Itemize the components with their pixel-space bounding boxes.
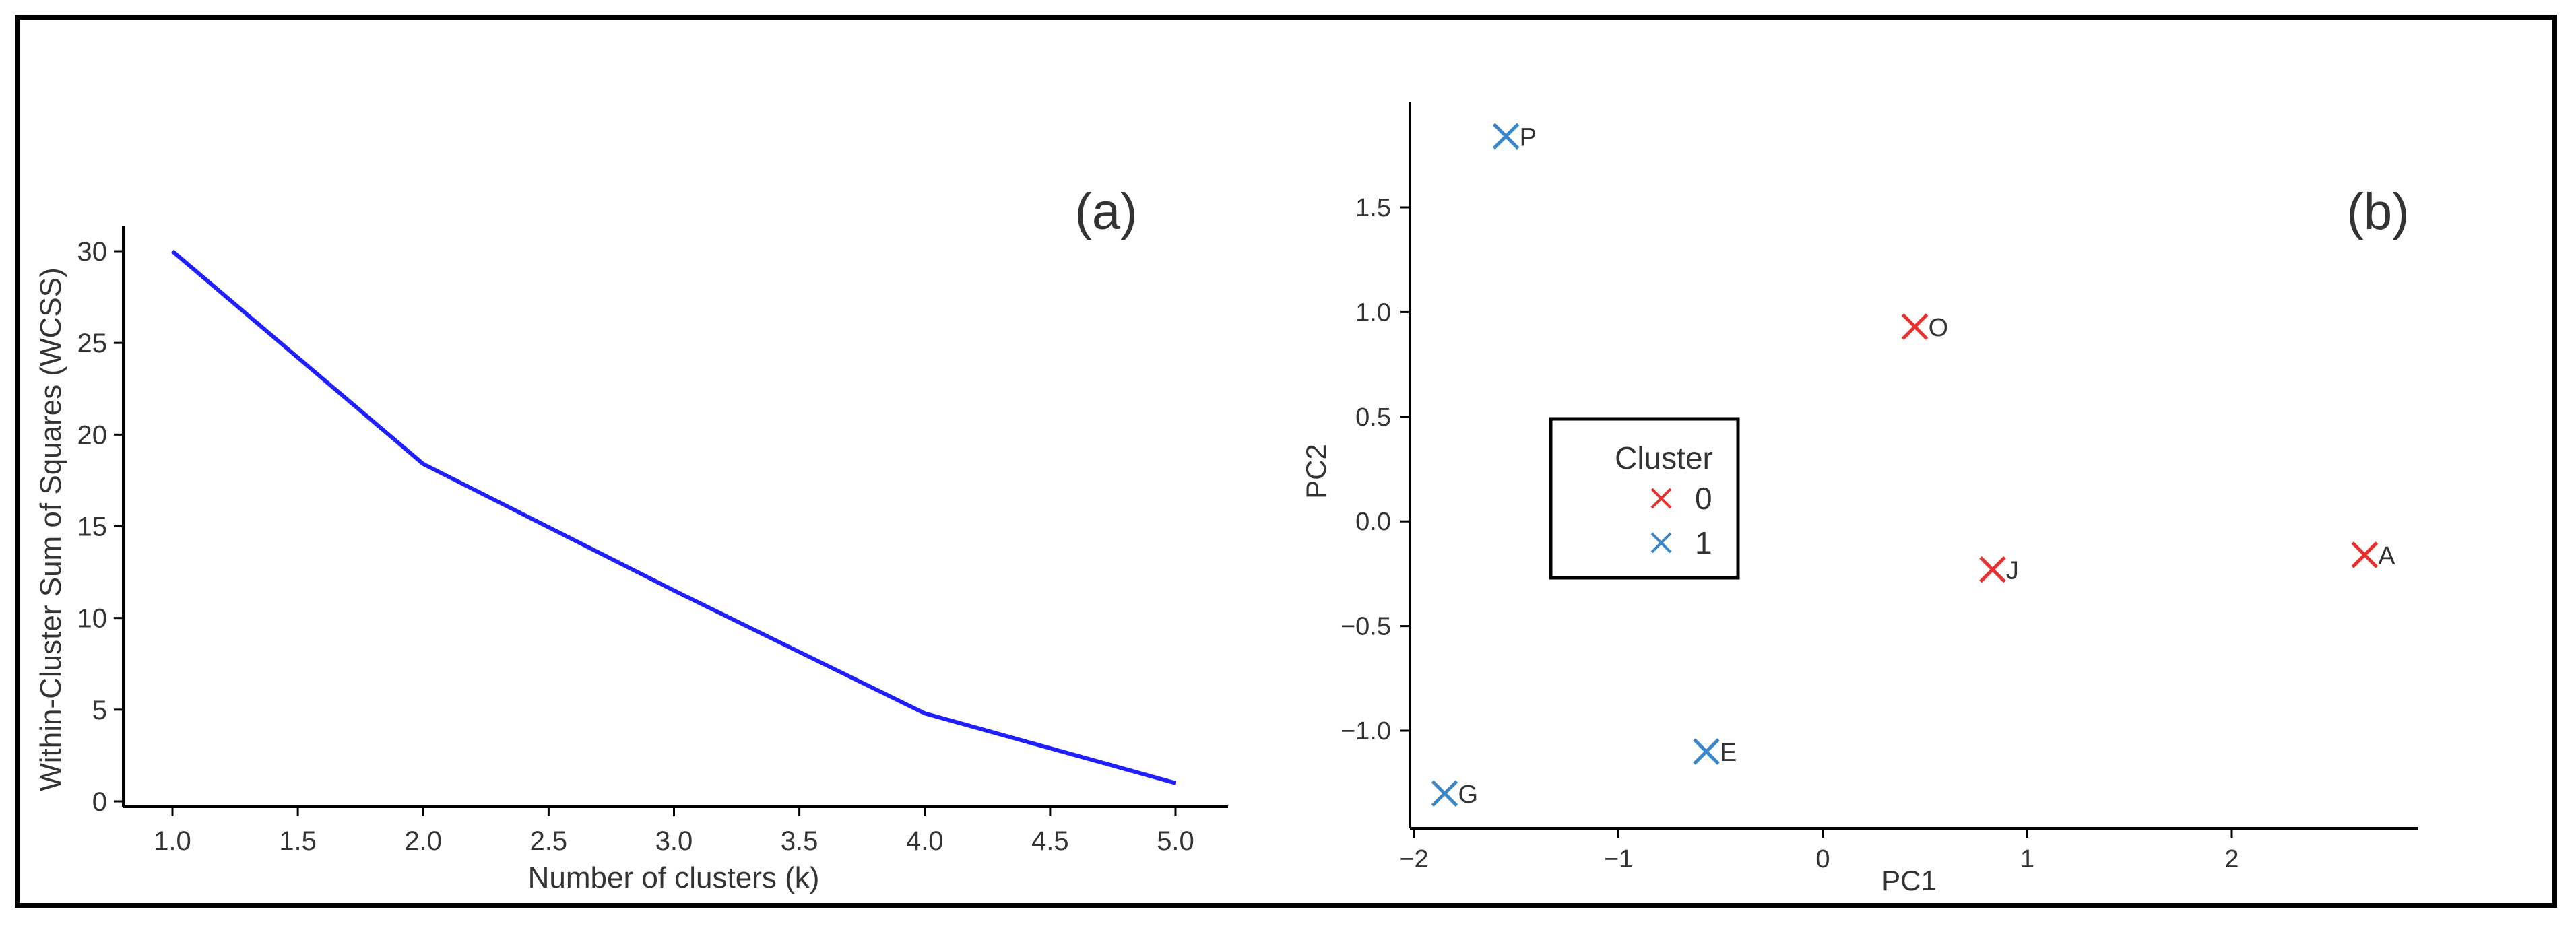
x-marker-icon	[1979, 556, 2006, 583]
panel-b-x-tick-label: 2	[2224, 845, 2239, 873]
scatter-point-p: P	[1492, 123, 1537, 152]
panel-a-x-tick-label: 4.0	[906, 826, 944, 856]
panel-a-y-tick-label: 25	[77, 329, 108, 358]
panel-a-elbow-chart: (a) Number of clusters (k) Within-Cluste…	[34, 183, 1228, 894]
panel-a-y-axis-label: Within-Cluster Sum of Squares (WCSS)	[34, 267, 67, 791]
figure-frame	[15, 15, 2557, 908]
panel-a-y-tick-label: 5	[92, 696, 107, 725]
panel-b-x-tick-label: 1	[2020, 845, 2034, 873]
panel-a-label: (a)	[1075, 183, 1138, 240]
legend-marker-icon	[1650, 488, 1672, 509]
panel-a-y-tick-label: 30	[77, 237, 108, 267]
point-label: E	[1720, 739, 1737, 767]
panel-a-y-tick-label: 15	[77, 512, 108, 542]
panel-b-y-tick-label: 0.5	[1355, 403, 1391, 432]
panel-a-x-tick-label: 5.0	[1157, 826, 1194, 856]
panel-a-x-tick-label: 2.5	[530, 826, 568, 856]
panel-b-y-tick-label: −0.5	[1341, 613, 1391, 641]
panel-b-x-tick-label: 0	[1815, 845, 1830, 873]
legend-entry-label: 1	[1695, 525, 1712, 560]
x-marker-icon	[1901, 313, 1929, 340]
scatter-point-j: J	[1979, 556, 2019, 585]
point-label: P	[1520, 123, 1537, 152]
panel-b-y-tick-label: −1.0	[1341, 717, 1391, 745]
panel-a-x-tick-label: 3.0	[655, 826, 693, 856]
scatter-point-e: E	[1693, 738, 1737, 767]
panel-b-legend: Cluster 0 1	[1549, 417, 1740, 580]
panel-b-pca-scatter: (b) PC1 PC2 Cluster 0 1 −2 −1 0 1 2 −1.0 −0.5 0.…	[1300, 102, 2418, 896]
panel-a-x-tick-label: 1.0	[154, 826, 191, 856]
panel-b-y-tick-label: 1.0	[1355, 298, 1391, 327]
x-marker-icon	[1693, 738, 1720, 765]
x-marker-icon	[1492, 123, 1520, 150]
legend-entry-1: 1	[1650, 525, 1712, 560]
scatter-point-o: O	[1901, 313, 1949, 342]
panel-a-x-tick-label: 1.5	[279, 826, 317, 856]
point-label: A	[2378, 542, 2395, 570]
panel-b-x-axis-label: PC1	[1881, 865, 1937, 896]
scatter-point-a: A	[2351, 541, 2395, 570]
panel-b-y-tick-label: 0.0	[1355, 508, 1391, 536]
panel-a-y-tick-label: 0	[92, 787, 107, 817]
panel-b-y-axis-label: PC2	[1300, 444, 1332, 499]
scatter-point-g: G	[1431, 780, 1479, 809]
panel-a-x-axis-label: Number of clusters (k)	[528, 861, 820, 894]
panel-a-x-tick-label: 4.5	[1031, 826, 1069, 856]
panel-b-x-tick-label: −1	[1604, 845, 1633, 873]
legend-marker-icon	[1650, 532, 1672, 554]
panel-a-y-tick-label: 20	[77, 420, 108, 450]
legend-entry-label: 0	[1695, 481, 1712, 516]
x-marker-icon	[1431, 780, 1458, 807]
panel-a-y-tick-label: 10	[77, 604, 108, 634]
panel-a-wcss-line	[171, 249, 1176, 785]
legend-title: Cluster	[1615, 440, 1713, 475]
panel-b-y-tick-label: 1.5	[1355, 194, 1391, 222]
point-label: O	[1929, 314, 1949, 342]
panel-a-x-tick-label: 2.0	[404, 826, 442, 856]
panel-b-label: (b)	[2347, 183, 2410, 240]
point-label: G	[1458, 781, 1479, 809]
panel-b-x-tick-label: −2	[1399, 845, 1428, 873]
legend-entry-0: 0	[1650, 481, 1712, 516]
panel-a-x-tick-label: 3.5	[781, 826, 818, 856]
legend-box	[1549, 417, 1740, 580]
point-label: J	[2006, 557, 2019, 585]
x-marker-icon	[2351, 541, 2379, 568]
